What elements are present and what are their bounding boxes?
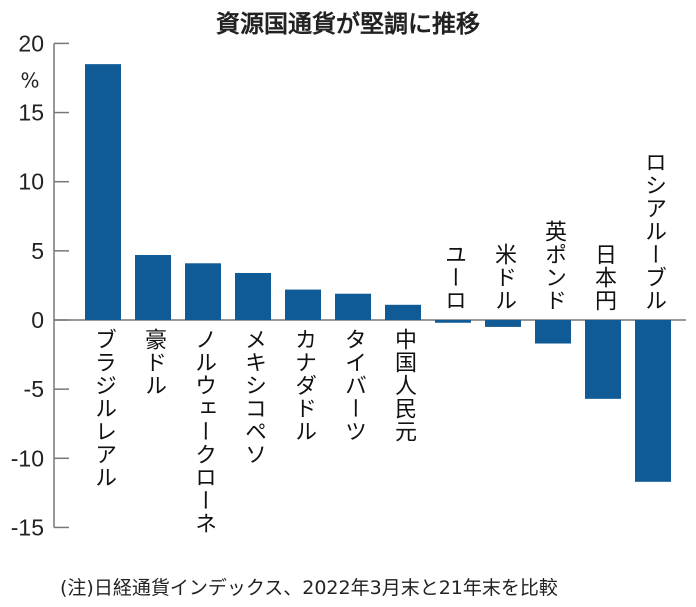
bar (635, 320, 671, 482)
bar (385, 304, 421, 320)
chart-title: 資源国通貨が堅調に推移 (216, 10, 480, 38)
y-tick-label: 5 (31, 238, 44, 264)
category-label: ブラジルレアル (91, 328, 116, 489)
category-label: ユーロ (441, 243, 466, 312)
y-tick-label: 20 (18, 30, 44, 56)
bar (85, 64, 121, 321)
bar (285, 289, 321, 320)
y-tick-label: -15 (11, 514, 44, 540)
category-label: 日本円 (591, 243, 616, 312)
bar (435, 320, 471, 323)
bar (335, 293, 371, 320)
y-axis-label: % (20, 68, 39, 92)
category-label: 中国人民元 (391, 328, 416, 443)
bar (135, 254, 171, 320)
bar (185, 263, 221, 320)
category-label: メキシコペソ (241, 328, 266, 466)
y-tick-label: 0 (31, 307, 44, 333)
y-tick-label: 10 (18, 169, 44, 195)
chart-note: (注)日経通貨インデックス、2022年3月末と21年末を比較 (60, 577, 558, 599)
y-tick-label: -10 (11, 445, 44, 471)
bar (585, 320, 621, 399)
y-tick-label: -5 (24, 376, 44, 402)
category-label: 英ポンド (541, 220, 566, 312)
category-label: 豪ドル (141, 328, 166, 397)
category-label: 米ドル (491, 243, 516, 312)
y-tick-label: 15 (18, 100, 44, 126)
category-label: ロシアルーブル (641, 151, 666, 312)
category-label: カナダドル (291, 328, 316, 443)
category-label: タイバーツ (341, 328, 366, 443)
bar (535, 320, 571, 344)
bar (485, 320, 521, 327)
bar (235, 272, 271, 320)
category-label: ノルウェークローネ (191, 328, 216, 535)
